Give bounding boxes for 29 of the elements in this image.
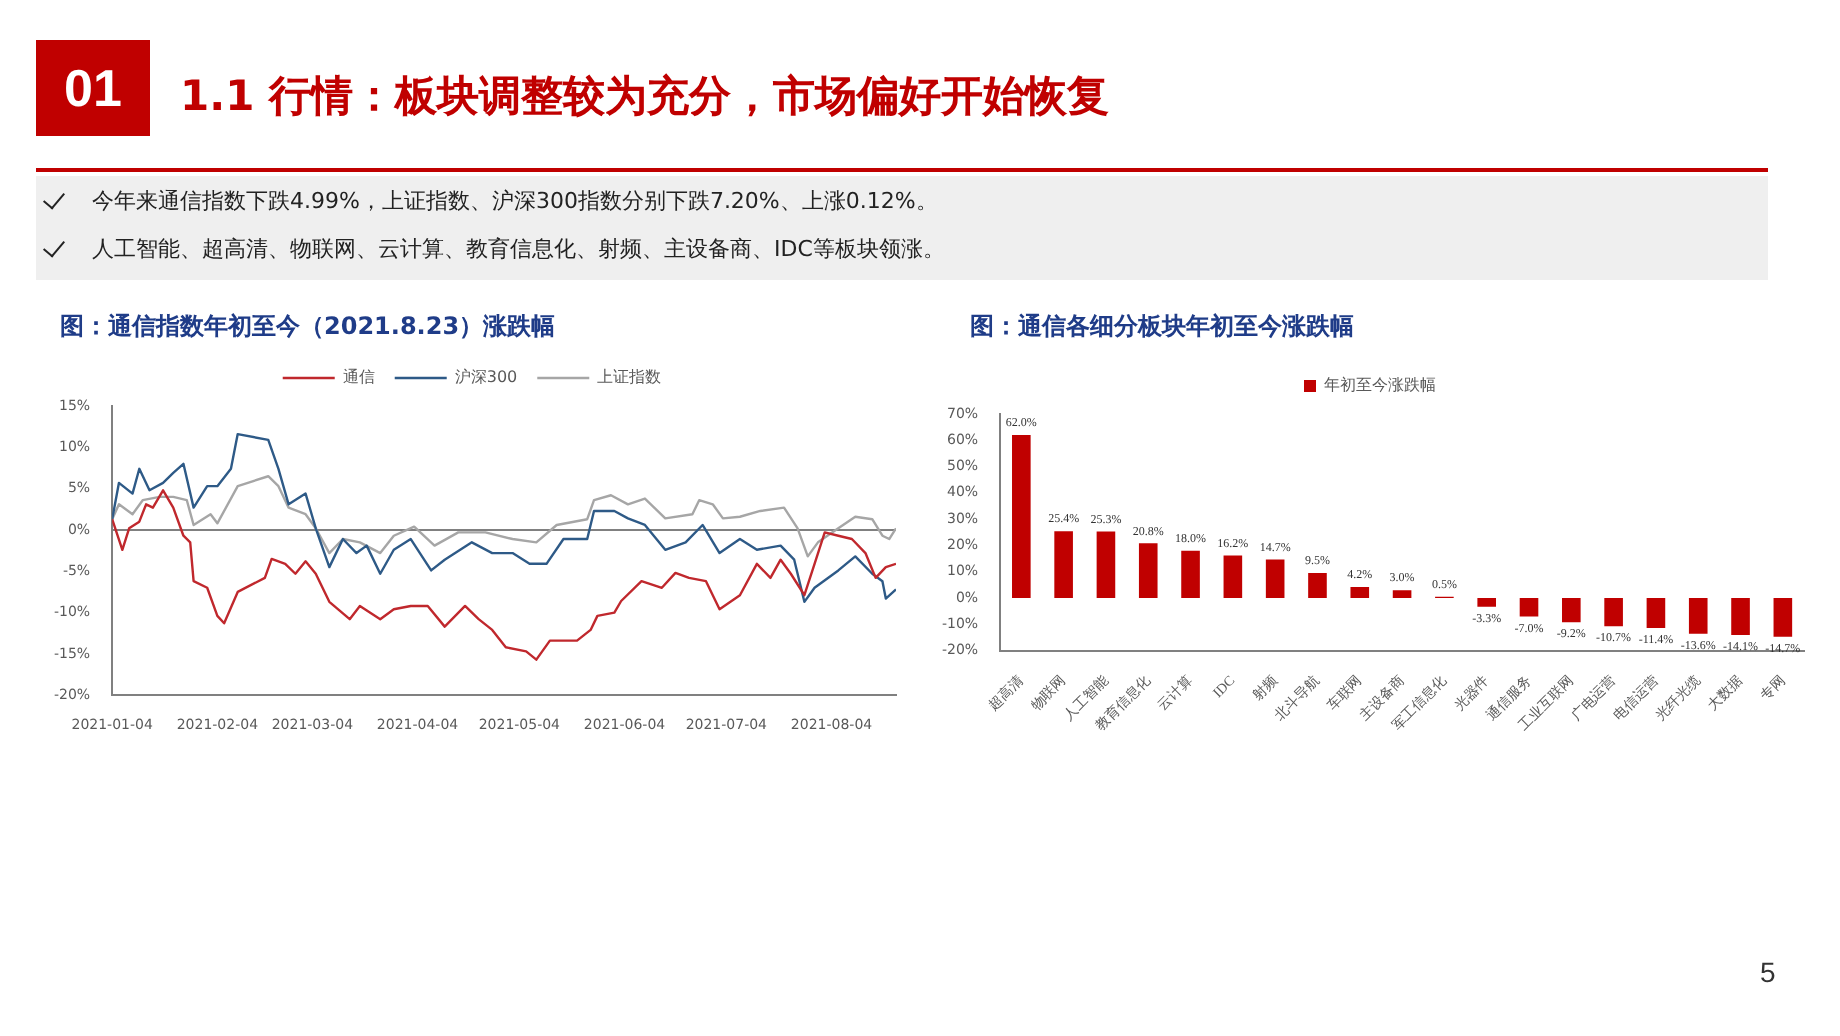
bar [1477, 598, 1497, 607]
bar [1265, 559, 1285, 599]
bar [1054, 531, 1073, 599]
legend-label: 年初至今涨跌幅 [1324, 376, 1436, 395]
bar [1012, 435, 1031, 599]
bar [1350, 587, 1370, 599]
legend-label: 沪深300 [454, 368, 518, 387]
bar [1096, 531, 1116, 599]
text: 今年来通信指数下跌4.99%，上证指数、沪深300指数分别下跌7.20%、上涨0.12%。 [92, 186, 938, 216]
bar [1773, 598, 1793, 637]
bar [1562, 598, 1581, 623]
chart-title: 图：通信指数年初至今（2021.8.23）涨跌幅 [60, 310, 556, 344]
text: 5 [1760, 956, 1776, 988]
bar [1688, 598, 1708, 634]
legend-label: 上证指数 [597, 368, 662, 387]
bar [1308, 573, 1327, 599]
bar [1223, 555, 1243, 599]
bar [1646, 598, 1666, 629]
text: 1.1 行情：板块调整较为充分，市场偏好开始恢复 [180, 70, 1110, 124]
text: 人工智能、超高清、物联网、云计算、教育信息化、射频、主设备商、IDC等板块领涨。 [92, 234, 945, 264]
bar [1138, 543, 1158, 599]
bar [1181, 550, 1200, 599]
bar [1731, 598, 1750, 636]
chart-title: 图：通信各细分板块年初至今涨跌幅 [970, 310, 1354, 344]
legend-label: 通信 [342, 368, 375, 387]
bar [1519, 598, 1539, 617]
text: 01 [36, 40, 150, 136]
bar [1604, 598, 1623, 627]
bar [1392, 590, 1412, 599]
